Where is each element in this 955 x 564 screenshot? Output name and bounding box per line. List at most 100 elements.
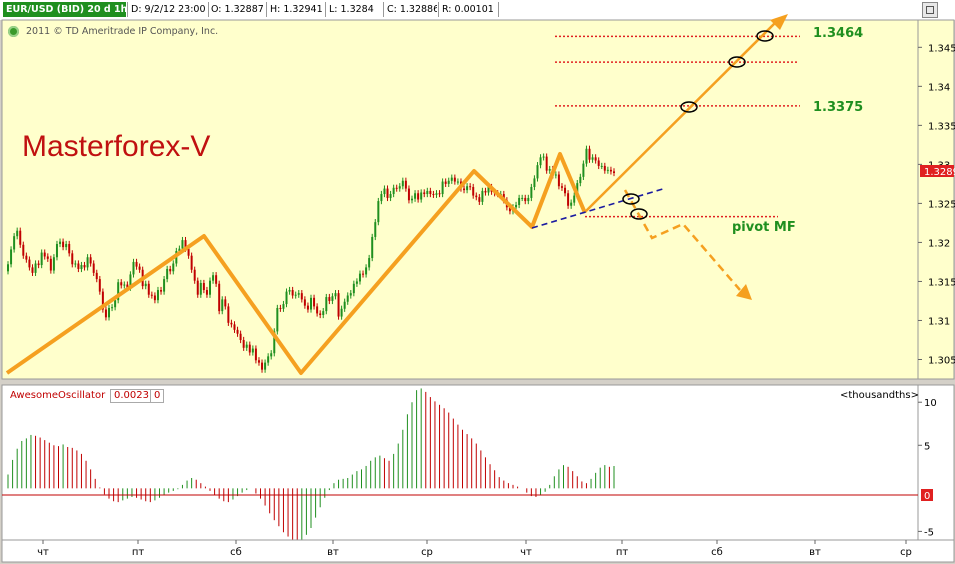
candle-body	[282, 304, 285, 309]
candle-body	[221, 299, 224, 312]
candle-body	[306, 305, 309, 310]
candle-body	[150, 294, 153, 296]
oscillator-plot-area[interactable]	[1, 384, 919, 541]
candle-body	[518, 197, 521, 205]
candle-body	[331, 296, 334, 301]
oscillator-zero-label: 0	[924, 491, 930, 502]
oscillator-tick-labels: 10 5 -5	[918, 398, 937, 538]
candle-body	[591, 157, 594, 160]
candle-body	[187, 248, 190, 256]
candle-body	[487, 187, 490, 193]
price-plot-area[interactable]	[1, 19, 919, 380]
candle-body	[539, 157, 542, 166]
candle-body	[138, 266, 141, 270]
price-tick-label: 1.34	[928, 82, 950, 93]
candle-body	[481, 190, 484, 202]
level-top-label: 1.3464	[813, 26, 863, 41]
candle-body	[77, 263, 80, 269]
candle-body	[166, 268, 169, 280]
time-axis[interactable]	[1, 539, 955, 563]
candle-body	[46, 256, 49, 259]
candle-body	[398, 186, 401, 189]
symbol-label[interactable]: EUR/USD (BID) 20 d 1h	[3, 2, 126, 17]
price-tick-label: 1.305	[928, 355, 955, 366]
candle-body	[365, 267, 368, 275]
forecast-down-line	[623, 189, 741, 291]
candle-body	[450, 177, 453, 181]
candle-body	[193, 269, 196, 281]
candle-body	[557, 174, 560, 187]
candle-body	[456, 181, 459, 183]
candle-body	[13, 236, 16, 250]
candle-body	[426, 190, 429, 195]
candle-body	[236, 329, 239, 334]
candle-body	[80, 265, 83, 269]
candle-body	[334, 293, 337, 297]
candle-body	[377, 201, 380, 223]
candle-body	[609, 169, 612, 172]
maximize-icon[interactable]	[922, 2, 938, 18]
candle-body	[251, 348, 254, 353]
oscillator-name[interactable]: AwesomeOscillator	[10, 390, 106, 401]
forecast-down-arrow	[736, 284, 752, 300]
candle-body	[279, 307, 282, 309]
candle-body	[202, 283, 205, 291]
candle-body	[144, 283, 147, 287]
watermark-text: Masterforex-V	[22, 130, 211, 163]
oscillator-axis[interactable]	[917, 384, 955, 541]
candle-body	[371, 236, 374, 259]
oscillator-tick-label: 5	[924, 441, 930, 452]
candle-body	[276, 307, 279, 332]
candle-body	[153, 295, 156, 301]
candle-body	[215, 275, 218, 284]
separator	[208, 2, 209, 17]
oscillator-zero-badge	[921, 489, 933, 501]
candle-body	[209, 280, 211, 295]
candle-body	[52, 257, 55, 271]
separator	[325, 2, 326, 17]
target-circle	[756, 30, 774, 42]
candle-body	[160, 290, 163, 292]
time-tick-label: вт	[327, 547, 339, 558]
candle-body	[527, 197, 530, 202]
oscillator-param: 0	[150, 389, 165, 403]
candle-body	[401, 180, 404, 187]
candle-body	[407, 188, 410, 201]
candle-body	[285, 291, 288, 305]
candle-body	[242, 339, 245, 348]
settings-icon[interactable]	[8, 26, 19, 37]
candle-body	[463, 188, 466, 191]
candle-body	[423, 192, 426, 195]
candle-body	[120, 282, 123, 286]
candle-body	[472, 187, 475, 196]
date-readout: D: 9/2/12 23:00	[131, 4, 206, 15]
candle-body	[533, 178, 536, 188]
candle-body	[386, 188, 389, 198]
candle-body	[414, 193, 417, 199]
target-circle	[622, 193, 640, 205]
candle-body	[178, 248, 181, 252]
oscillator-value: 0.0023	[110, 389, 153, 403]
price-axis[interactable]	[917, 19, 955, 380]
candle-body	[392, 187, 395, 195]
time-tick-labels: чт пт сб вт ср чт пт сб вт ср	[37, 540, 912, 558]
candle-body	[16, 230, 19, 237]
candle-body	[172, 263, 175, 272]
candle-body	[313, 297, 316, 307]
candle-body	[564, 187, 567, 194]
candle-body	[560, 186, 563, 188]
candle-body	[62, 241, 65, 248]
candle-body	[25, 255, 28, 260]
time-tick-label: пт	[616, 547, 629, 558]
candle-body	[383, 188, 386, 195]
candle-body	[86, 257, 89, 268]
candle-body	[89, 257, 92, 264]
open-readout: O: 1.32887	[211, 4, 263, 15]
candle-body	[117, 282, 120, 301]
candle-body	[156, 290, 159, 301]
candle-body	[469, 186, 472, 188]
candle-body	[71, 253, 74, 265]
pivot-label: pivot MF	[732, 220, 796, 235]
candle-body	[297, 293, 300, 295]
